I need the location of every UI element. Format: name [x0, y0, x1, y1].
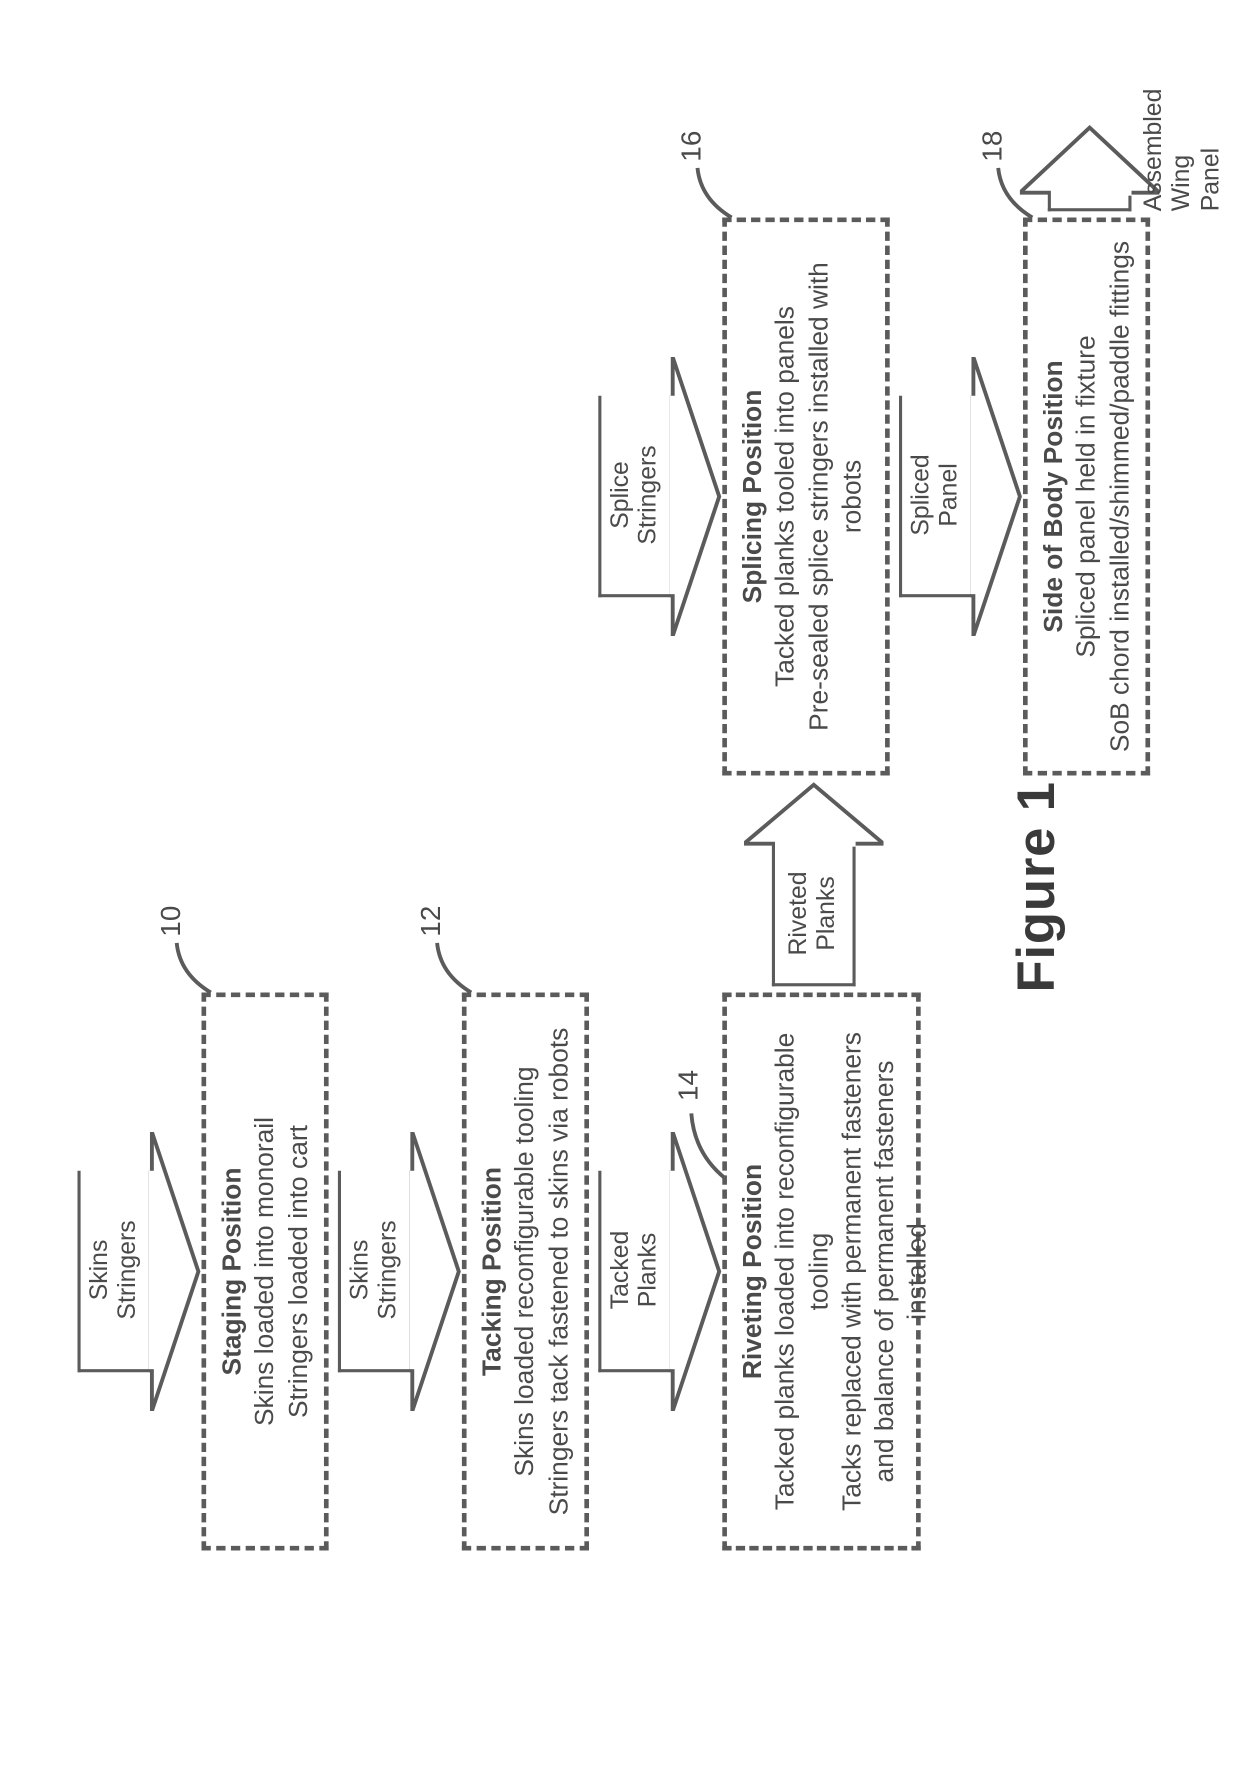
box-riveting-position: Riveting Position Tacked planks loaded i… [722, 992, 920, 1550]
box-title: Staging Position [215, 1012, 248, 1530]
arrow-label: Spliced [908, 454, 937, 535]
arrow-label: Splice [607, 445, 636, 544]
arrow-label: Assembled [1141, 88, 1170, 211]
box-staging-position: Staging Position Skins loaded into monor… [202, 992, 329, 1550]
arrow-label: Planks [636, 1230, 665, 1309]
leader-10 [167, 933, 229, 995]
box-title: Side of Body Position [1037, 237, 1070, 755]
box-line: Skins loaded reconfigurable tooling [509, 1012, 542, 1530]
box-tacking-position: Tacking Position Skins loaded reconfigur… [462, 992, 589, 1550]
leader-12 [428, 933, 490, 995]
box-title: Tacking Position [476, 1012, 509, 1530]
arrow-label: Wing Panel [1169, 88, 1226, 211]
arrow-skins-stringers-1: Skins Stringers [78, 1170, 199, 1372]
box-line: Tacked planks loaded into reconfigurable… [769, 1012, 835, 1530]
refnum-10: 10 [155, 905, 188, 936]
box-splicing-position: Splicing Position Tacked planks tooled i… [722, 217, 889, 775]
leader-14 [685, 1104, 732, 1182]
arrow-label: Tacked [607, 1230, 636, 1309]
arrow-skins-stringers-2: Skins Stringers [338, 1170, 459, 1372]
box-line: Tacked planks tooled into panels [769, 237, 802, 755]
arrow-label: Panel [936, 454, 965, 535]
box-title: Riveting Position [736, 1012, 769, 1530]
figure-label: Figure 1 [1008, 781, 1068, 992]
box-title: Splicing Position [736, 237, 769, 755]
box-line: SoB chord installed/shimmed/paddle fitti… [1103, 237, 1136, 755]
refnum-16: 16 [676, 130, 709, 161]
refnum-14: 14 [673, 1069, 706, 1100]
box-line: Stringers tack fastened to skins via rob… [542, 1012, 575, 1530]
box-line: Stringers loaded into cart [281, 1012, 314, 1530]
arrow-tacked-planks: Tacked Planks [598, 1170, 719, 1372]
arrow-assembled-wing-panel [1048, 124, 1132, 211]
arrow-label: Stringers [375, 1220, 404, 1319]
box-line: Tacks replaced with permanent fasteners … [835, 1012, 934, 1530]
arrow-label: Planks [814, 876, 843, 950]
leader-16 [688, 158, 750, 220]
flowchart-canvas: Skins Stringers Staging Position Skins l… [78, 124, 1163, 1643]
arrow-spliced-panel: Spliced Panel [899, 395, 1020, 597]
arrow-splice-stringers: Splice Stringers [598, 395, 719, 597]
arrow-label: Stringers [115, 1220, 144, 1319]
arrow-label: Skins [86, 1220, 115, 1319]
box-side-of-body-position: Side of Body Position Spliced panel held… [1023, 217, 1150, 775]
refnum-18: 18 [977, 130, 1010, 161]
box-line: Skins loaded into monorail [248, 1012, 281, 1530]
box-line: Spliced panel held in fixture [1070, 237, 1103, 755]
arrow-label: Skins [347, 1220, 376, 1319]
arrow-label: Riveted [785, 871, 814, 955]
box-line: Pre-sealed splice stringers installed wi… [802, 237, 868, 755]
refnum-12: 12 [415, 905, 448, 936]
arrow-label: Stringers [636, 445, 665, 544]
arrow-terminal-label: Assembled Wing Panel [1141, 88, 1227, 211]
arrow-riveted-planks: Riveted Planks [772, 784, 856, 986]
